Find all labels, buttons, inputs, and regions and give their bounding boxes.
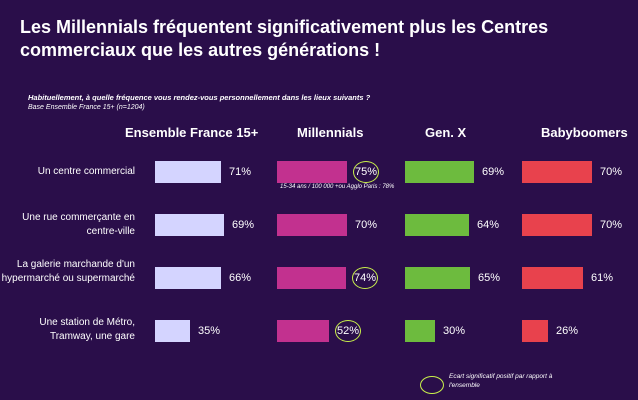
significance-ring-millennials-3 xyxy=(352,267,378,289)
millennials-footnote: 15-34 ans / 100 000 +ou Agglo Paris : 78… xyxy=(280,184,395,190)
bar-millennials-2 xyxy=(277,214,347,236)
value-label-ensemble-france-15-2: 69% xyxy=(231,219,254,231)
value-label-ensemble-france-15-3: 66% xyxy=(228,272,251,284)
bar-millennials-3 xyxy=(277,267,346,289)
value-label-gen-x-4: 30% xyxy=(442,325,465,337)
bar-ensemble-france-15-3 xyxy=(155,267,221,289)
significance-ring-millennials-4 xyxy=(335,320,361,342)
column-header-ensemble-france-15: Ensemble France 15+ xyxy=(125,125,259,140)
bar-ensemble-france-15-4 xyxy=(155,320,190,342)
value-label-babyboomers-4: 26% xyxy=(555,325,578,337)
value-label-gen-x-1: 69% xyxy=(481,166,504,178)
page-title: Les Millennials fréquentent significativ… xyxy=(20,17,549,60)
significance-ring-millennials-1 xyxy=(353,161,379,183)
bar-ensemble-france-15-1 xyxy=(155,161,221,183)
bar-gen-x-1 xyxy=(405,161,474,183)
bar-gen-x-3 xyxy=(405,267,470,289)
column-header-millennials: Millennials xyxy=(297,125,364,140)
row-label-1: Un centre commercial xyxy=(37,166,135,177)
value-label-ensemble-france-15-1: 71% xyxy=(228,166,251,178)
bar-millennials-1 xyxy=(277,161,347,183)
row-label-2: Une rue commerçante en centre-ville xyxy=(22,212,135,237)
bar-babyboomers-1 xyxy=(522,161,592,183)
row-label-3: La galerie marchande d'un hypermarché ou… xyxy=(1,259,135,284)
bar-ensemble-france-15-2 xyxy=(155,214,224,236)
bar-babyboomers-2 xyxy=(522,214,592,236)
significance-legend-text: Ecart significatif positif par rapport à… xyxy=(449,373,553,389)
value-label-millennials-2: 70% xyxy=(354,219,377,231)
significance-legend-ring xyxy=(420,376,444,394)
survey-question: Habituellement, à quelle fréquence vous … xyxy=(28,93,371,102)
value-label-gen-x-3: 65% xyxy=(477,272,500,284)
value-label-babyboomers-1: 70% xyxy=(599,166,622,178)
bar-gen-x-2 xyxy=(405,214,469,236)
bar-gen-x-4 xyxy=(405,320,435,342)
bar-babyboomers-3 xyxy=(522,267,583,289)
sample-base: Base Ensemble France 15+ (n=1204) xyxy=(28,104,145,111)
value-label-ensemble-france-15-4: 35% xyxy=(197,325,220,337)
column-header-gen-x: Gen. X xyxy=(425,125,467,140)
column-header-babyboomers: Babyboomers xyxy=(541,125,628,140)
value-label-babyboomers-3: 61% xyxy=(590,272,613,284)
bar-millennials-4 xyxy=(277,320,329,342)
value-label-gen-x-2: 64% xyxy=(476,219,499,231)
value-label-babyboomers-2: 70% xyxy=(599,219,622,231)
row-label-4: Une station de Métro, Tramway, une gare xyxy=(39,317,135,342)
bar-babyboomers-4 xyxy=(522,320,548,342)
